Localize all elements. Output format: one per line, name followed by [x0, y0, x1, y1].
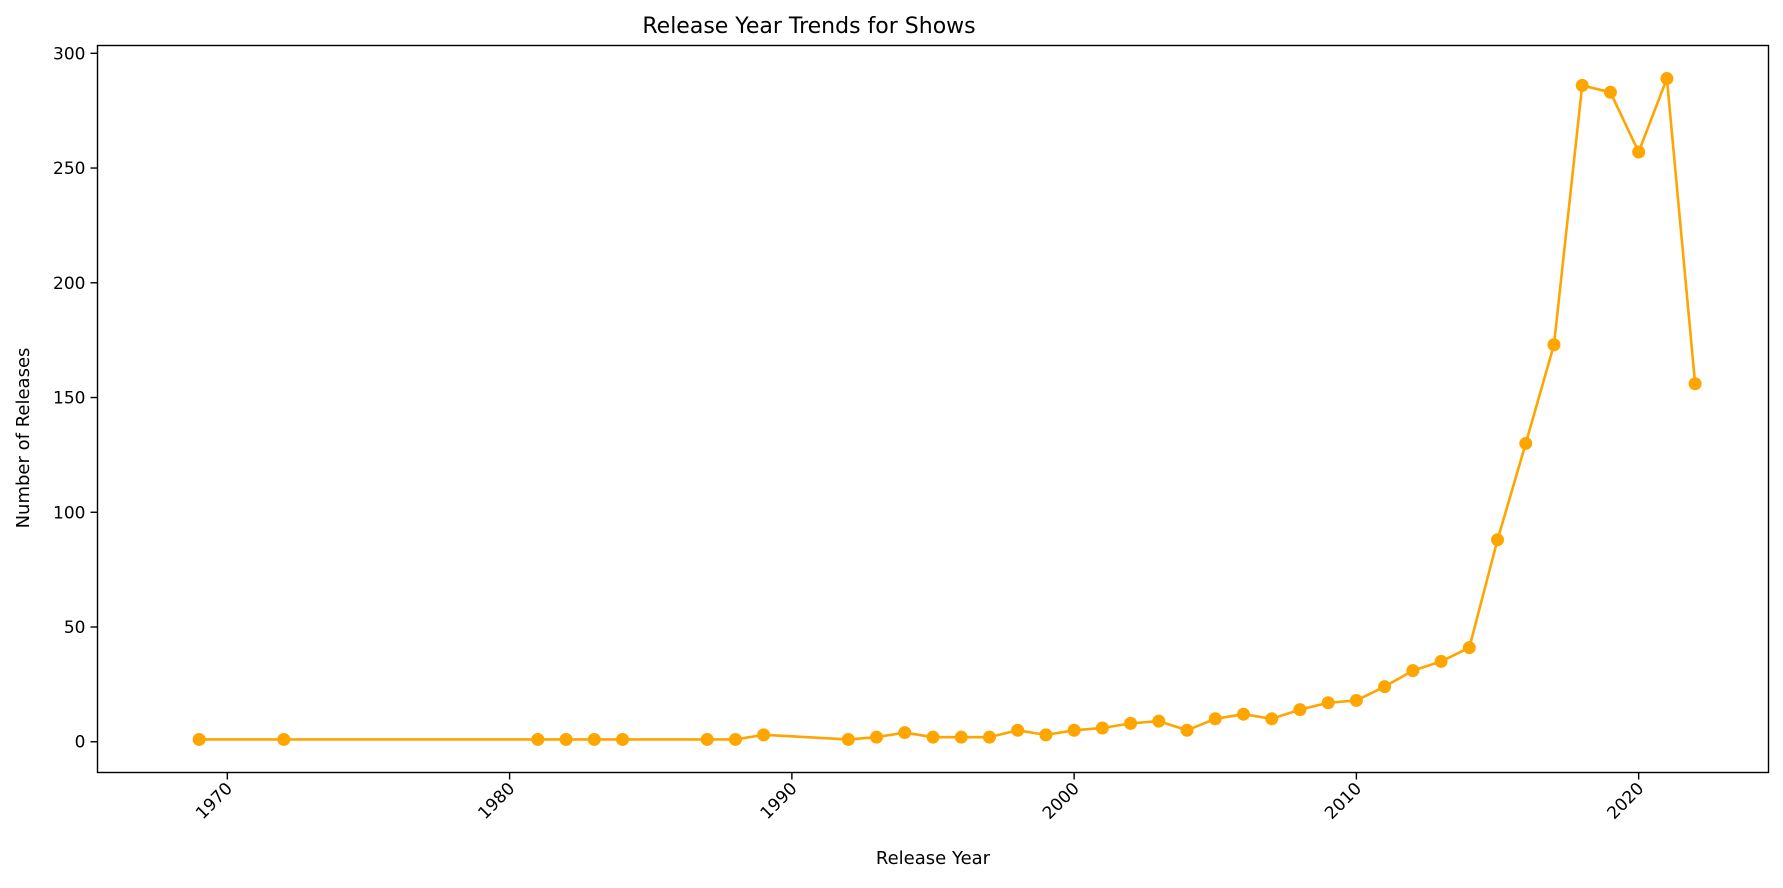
data-point — [1293, 703, 1307, 717]
data-point — [1688, 377, 1702, 391]
data-point — [1321, 696, 1335, 710]
series-line — [199, 77, 1697, 741]
data-point — [559, 732, 573, 746]
data-point — [1547, 338, 1561, 352]
data-point — [192, 732, 206, 746]
data-point — [1011, 723, 1025, 737]
y-tick-label: 50 — [64, 618, 86, 638]
data-point — [1124, 716, 1138, 730]
data-point — [700, 732, 714, 746]
data-point — [1632, 145, 1646, 159]
data-point — [1378, 680, 1392, 694]
data-point — [982, 730, 996, 744]
y-axis-title: Number of Releases — [13, 348, 34, 529]
x-axis-title: Release Year — [876, 848, 991, 869]
data-point — [1095, 721, 1109, 735]
y-tick-label: 200 — [53, 274, 85, 294]
data-point — [1406, 664, 1420, 678]
data-point — [898, 726, 912, 740]
data-point — [1208, 712, 1222, 726]
y-tick-label: 300 — [53, 44, 85, 64]
data-point — [1519, 436, 1533, 450]
data-point — [1349, 693, 1363, 707]
chart-title: Release Year Trends for Shows — [642, 14, 975, 39]
data-point — [954, 730, 968, 744]
x-tick-label: 2000 — [1039, 779, 1084, 824]
data-point — [1660, 72, 1674, 86]
data-point — [926, 730, 940, 744]
data-point — [277, 732, 291, 746]
x-tick-label: 2020 — [1603, 779, 1648, 824]
data-point — [1462, 641, 1476, 655]
data-point — [1434, 654, 1448, 668]
y-tick-label: 0 — [75, 733, 86, 753]
axis-ticks: 0 50 100 150 200 250 300 1970 1980 1990 2000 2010 20… — [53, 44, 1648, 823]
data-point — [1152, 714, 1166, 728]
data-point — [1180, 723, 1194, 737]
y-tick-label: 150 — [53, 389, 85, 409]
y-tick-label: 100 — [53, 503, 85, 523]
plot-frame — [96, 44, 1770, 774]
x-tick-label: 2010 — [1321, 779, 1366, 824]
x-tick-label: 1980 — [474, 779, 519, 824]
data-point — [841, 732, 855, 746]
y-tick-label: 250 — [53, 159, 85, 179]
x-tick-label: 1970 — [192, 779, 237, 824]
data-point — [616, 732, 630, 746]
data-point — [1067, 723, 1081, 737]
series-layer — [192, 72, 1702, 746]
data-point — [1575, 78, 1589, 92]
data-point — [1491, 533, 1505, 547]
data-point — [757, 728, 771, 742]
data-point — [1603, 85, 1617, 99]
data-point — [728, 732, 742, 746]
data-point — [531, 732, 545, 746]
data-point — [1265, 712, 1279, 726]
data-point — [1039, 728, 1053, 742]
data-point — [1236, 707, 1250, 721]
x-tick-label: 1990 — [757, 779, 802, 824]
data-point — [587, 732, 601, 746]
data-point — [870, 730, 884, 744]
